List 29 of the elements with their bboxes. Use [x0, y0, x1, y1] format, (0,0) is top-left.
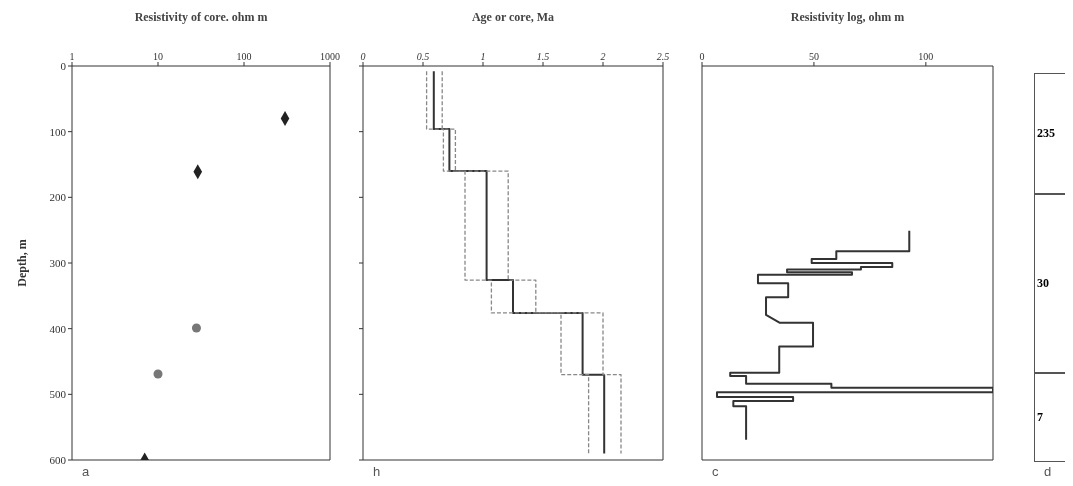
text: c: [712, 464, 719, 479]
chart-title: Resistivity log, ohm m: [789, 10, 906, 25]
y-axis-title: Depth, m: [15, 239, 30, 287]
chart-title: Resistivity of core. ohm m: [133, 10, 269, 25]
x-tick-label: 2: [600, 51, 606, 62]
x-tick-label: 1: [480, 51, 486, 62]
text: a: [82, 464, 90, 479]
x-tick-label: 100: [918, 51, 934, 62]
text: h: [373, 464, 381, 479]
y-tick-label: 500: [49, 388, 67, 401]
x-tick-label: 2.5: [656, 51, 670, 62]
x-tick-label: 1.5: [536, 51, 550, 62]
x-tick-label: 100: [236, 51, 252, 62]
y-tick-label: 0: [60, 59, 67, 72]
x-tick-label: 0: [360, 51, 366, 62]
y-tick-label: 100: [49, 125, 67, 138]
x-tick-label: 50: [808, 51, 819, 62]
chart-title: Age or core, Ma: [470, 10, 556, 25]
y-tick-label: 300: [49, 256, 67, 269]
x-tick-label: 1: [69, 51, 75, 62]
y-tick-label: 400: [49, 322, 67, 335]
zone-column: 235 30 7: [1034, 73, 1065, 462]
text: d: [1044, 464, 1052, 479]
x-tick-label: 1000: [320, 51, 340, 62]
y-tick-label: 200: [49, 191, 67, 204]
x-tick-label: 0: [699, 51, 705, 62]
y-tick-label: 600: [49, 453, 67, 466]
x-tick-label: 0.5: [416, 51, 430, 62]
x-tick-label: 10: [153, 51, 163, 62]
